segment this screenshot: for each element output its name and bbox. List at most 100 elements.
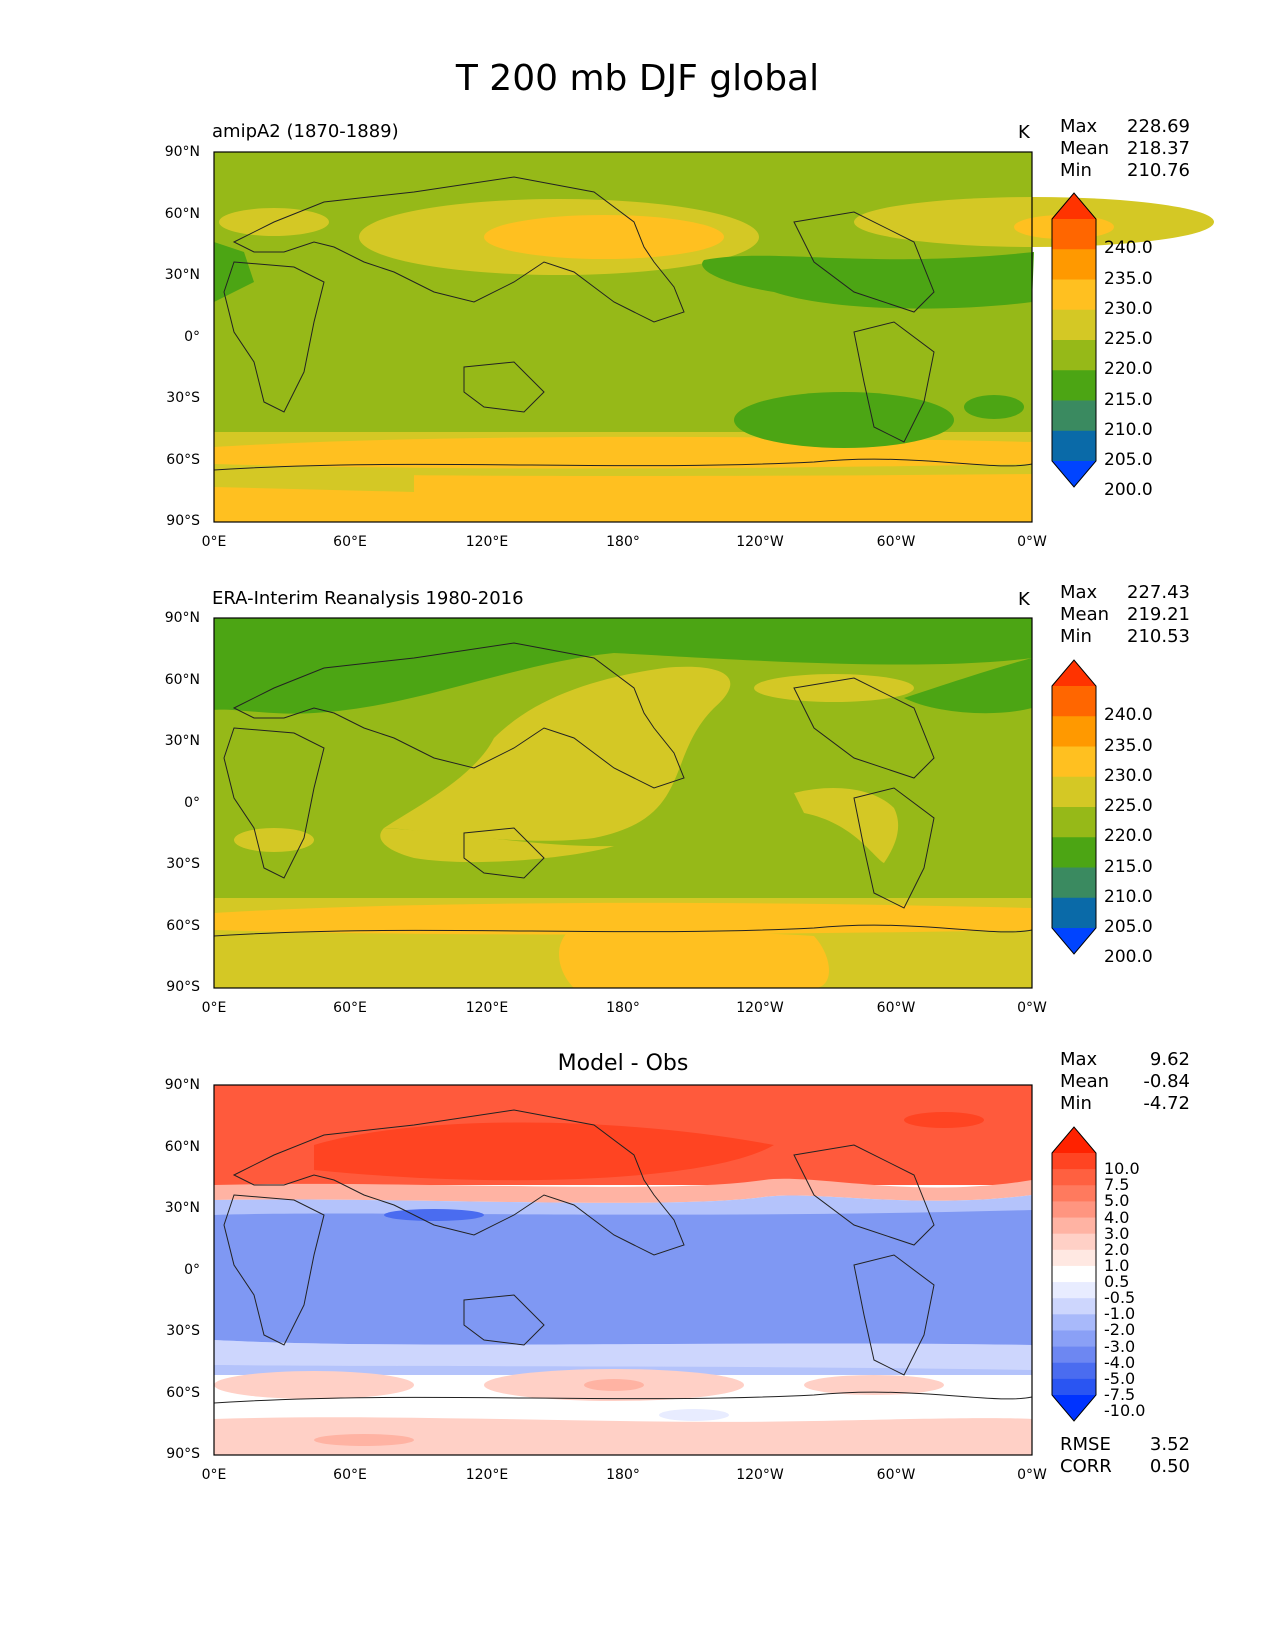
- panel-1-map: [213, 151, 1214, 523]
- panel-3-lat-tick: 90°N: [164, 1077, 200, 1093]
- panel-3-lat-tick: 30°N: [164, 1200, 200, 1216]
- colorbar-outline: [1051, 192, 1097, 488]
- colorbar-tick-label: -7.5: [1104, 1385, 1136, 1404]
- colorbar-segment: [1052, 867, 1096, 899]
- colorbar-extend-bottom: [1052, 461, 1096, 487]
- colorbar-tick-label: 225.0: [1104, 329, 1153, 349]
- panel-3-lon-tick: 120°W: [736, 1467, 784, 1483]
- colorbar-segment: [1052, 897, 1096, 929]
- colorbar-tick-label: 5.0: [1104, 1191, 1130, 1211]
- panel-2-lon-tick: 120°E: [465, 1000, 509, 1016]
- panel-1-lat-tick: 30°N: [164, 267, 200, 283]
- panel-1-lat-tick: 90°N: [164, 144, 200, 160]
- panel-1-min: Min 210.76: [1060, 160, 1190, 181]
- panel-2-lon-tick: 0°W: [1017, 1000, 1047, 1016]
- colorbar-segment: [1052, 776, 1096, 808]
- panel-1-lat-tick: 30°S: [166, 390, 200, 406]
- colorbar-segment: [1052, 1201, 1096, 1219]
- panel-2-units: K: [1018, 589, 1030, 610]
- colorbar-segment: [1052, 1169, 1096, 1186]
- panel-1-lon-tick: 60°W: [876, 534, 916, 550]
- panel-3-lat-tick: 60°N: [164, 1139, 200, 1155]
- colorbar-tick-label: 210.0: [1104, 886, 1153, 907]
- panel-1-colorbar: [1051, 192, 1097, 488]
- colorbar-segment: [1052, 807, 1096, 838]
- figure-title: T 200 mb DJF global: [455, 58, 820, 99]
- colorbar-segment: [1052, 746, 1096, 778]
- colorbar-tick-label: -3.0: [1104, 1336, 1136, 1356]
- panel-3-lon-tick: 180°: [606, 1467, 640, 1483]
- panel-1-coastlines: [213, 176, 1033, 471]
- colorbar-segment: [1052, 430, 1096, 462]
- panel-2-lon-tick: 0°E: [201, 1000, 227, 1016]
- panel-3-lat-tick: 0°: [184, 1262, 200, 1278]
- colorbar-segment: [1052, 1185, 1096, 1202]
- colorbar-extend-bottom: [1052, 1395, 1096, 1421]
- colorbar-tick-label: 215.0: [1104, 856, 1153, 877]
- panel-1-label: amipA2 (1870-1889): [212, 121, 399, 142]
- panel-3-rmse: RMSE 3.52: [1060, 1434, 1190, 1455]
- colorbar-tick-label: 7.5: [1104, 1175, 1130, 1195]
- panel-3-lat-tick: 60°S: [166, 1385, 200, 1401]
- panel-3-lon-tick: 60°E: [333, 1467, 367, 1483]
- panel-3-max: Max 9.62: [1060, 1049, 1190, 1070]
- panel-1-mean: Mean 218.37: [1060, 138, 1190, 159]
- panel-2-max: Max 227.43: [1060, 582, 1190, 603]
- colorbar-segment: [1052, 1314, 1096, 1331]
- panel-1-lon-tick: 0°E: [201, 534, 227, 550]
- panel-1-lat-tick: 60°N: [164, 206, 200, 222]
- colorbar-tick-label: -4.0: [1104, 1352, 1136, 1372]
- panel-3-lon-tick: 0°E: [201, 1467, 227, 1483]
- panel-3-lon-tick: 120°E: [465, 1467, 509, 1483]
- panel-3-lon-tick: 60°W: [876, 1467, 916, 1483]
- panel-1-lon-tick: 180°: [606, 534, 640, 550]
- panel-1-lat-tick: 90°S: [166, 513, 200, 529]
- panel-1-lon-tick: 60°E: [333, 534, 367, 550]
- colorbar-extend-top: [1052, 660, 1096, 686]
- colorbar-tick-label: 240.0: [1104, 705, 1153, 726]
- colorbar-segment: [1052, 1153, 1096, 1170]
- colorbar-segment: [1052, 1330, 1096, 1348]
- panel-2-lon-tick: 60°E: [333, 1000, 367, 1016]
- colorbar-tick-label: 220.0: [1104, 826, 1153, 847]
- colorbar-extend-bottom: [1052, 928, 1096, 954]
- panel-3-coastlines: [213, 1109, 1033, 1404]
- colorbar-tick-label: 230.0: [1104, 298, 1153, 319]
- panel-2-map: [213, 617, 1033, 989]
- panel-1-lon-tick: 120°E: [465, 534, 509, 550]
- panel-2-lat-tick: 30°N: [164, 733, 200, 749]
- panel-3-map: [213, 1084, 1033, 1456]
- colorbar-segment: [1052, 716, 1096, 747]
- colorbar-tick-label: -10.0: [1104, 1401, 1146, 1421]
- panel-3-colorbar: [1051, 1126, 1097, 1422]
- colorbar-segment: [1052, 219, 1096, 250]
- colorbar-extend-top: [1052, 1127, 1096, 1153]
- colorbar-tick-label: 240.0: [1104, 238, 1153, 259]
- colorbar-segment: [1052, 400, 1096, 432]
- panel-2-lat-tick: 90°S: [166, 979, 200, 995]
- colorbar-segment: [1052, 686, 1096, 717]
- colorbar-segment: [1052, 249, 1096, 280]
- colorbar-tick-label: 205.0: [1104, 917, 1153, 937]
- colorbar-tick-label: 10.0: [1104, 1159, 1140, 1179]
- colorbar-segment: [1052, 309, 1096, 341]
- colorbar-outline: [1051, 659, 1097, 955]
- panel-1-lon-tick: 0°W: [1017, 534, 1047, 550]
- colorbar-tick-label: 0.5: [1104, 1272, 1130, 1292]
- panel-3-lon-tick: 0°W: [1017, 1467, 1047, 1483]
- colorbar-segment: [1052, 1265, 1096, 1283]
- panel-1-lon-tick: 120°W: [736, 534, 784, 550]
- panel-2-lon-tick: 60°W: [876, 1000, 916, 1016]
- panel-3-min: Min -4.72: [1060, 1093, 1190, 1114]
- panel-1-lat-tick: 0°: [184, 329, 200, 345]
- colorbar-tick-label: 225.0: [1104, 796, 1153, 816]
- colorbar-tick-label: 220.0: [1104, 359, 1153, 380]
- colorbar-segment: [1052, 1217, 1096, 1235]
- panel-2-lat-tick: 60°S: [166, 918, 200, 934]
- panel-2-lat-tick: 90°N: [164, 610, 200, 626]
- panel-2-lon-tick: 120°W: [736, 1000, 784, 1016]
- colorbar-segment: [1052, 1362, 1096, 1380]
- colorbar-tick-label: 235.0: [1104, 735, 1153, 756]
- colorbar-tick-label: 210.0: [1104, 419, 1153, 440]
- colorbar-segment: [1052, 1282, 1096, 1299]
